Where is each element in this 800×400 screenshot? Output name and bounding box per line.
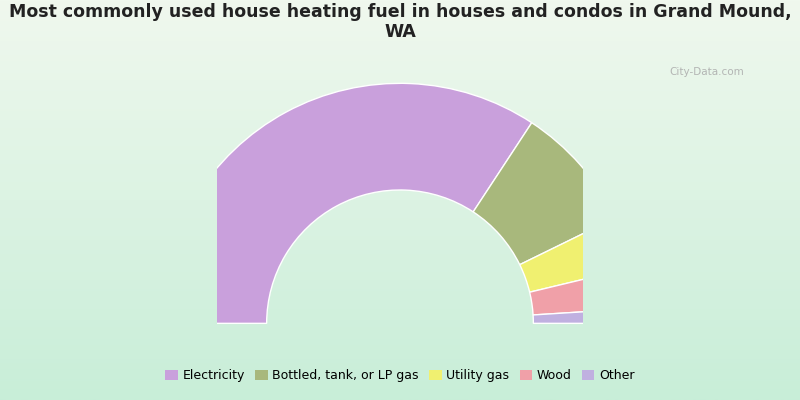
Text: City-Data.com: City-Data.com <box>670 67 744 77</box>
Wedge shape <box>520 218 634 292</box>
Text: Most commonly used house heating fuel in houses and condos in Grand Mound, WA: Most commonly used house heating fuel in… <box>9 3 791 41</box>
Wedge shape <box>474 123 615 265</box>
Wedge shape <box>160 83 532 323</box>
Wedge shape <box>533 308 640 323</box>
Legend: Electricity, Bottled, tank, or LP gas, Utility gas, Wood, Other: Electricity, Bottled, tank, or LP gas, U… <box>162 367 638 385</box>
Wedge shape <box>530 267 639 315</box>
